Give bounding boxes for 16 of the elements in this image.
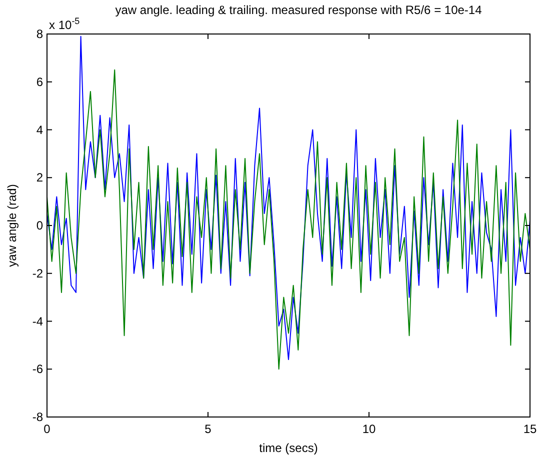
y-tick-label: -4 <box>32 314 44 328</box>
text: x 10$^{-5}$ <box>49 16 80 32</box>
y-tick-label: -2 <box>32 266 44 280</box>
x-axis-title: time (secs) <box>259 441 318 455</box>
chart-title: yaw angle. leading & trailing. measured response with R5/6 = 10e-14 <box>115 3 482 17</box>
y-tick-label: -8 <box>32 410 44 424</box>
x-tick-label: 15 <box>523 422 537 436</box>
y-tick-label: 0 <box>36 218 44 232</box>
y-tick-label: 4 <box>36 122 44 137</box>
y-axis-title: yaw angle (rad) <box>5 184 19 267</box>
y-tick-label: 8 <box>36 27 44 41</box>
y-tick-label: 2 <box>36 170 44 185</box>
x-tick-label: 5 <box>204 422 212 436</box>
y-tick-label: -6 <box>32 362 44 376</box>
x-tick-label: 10 <box>362 422 376 436</box>
y-tick-label: 6 <box>36 74 44 89</box>
